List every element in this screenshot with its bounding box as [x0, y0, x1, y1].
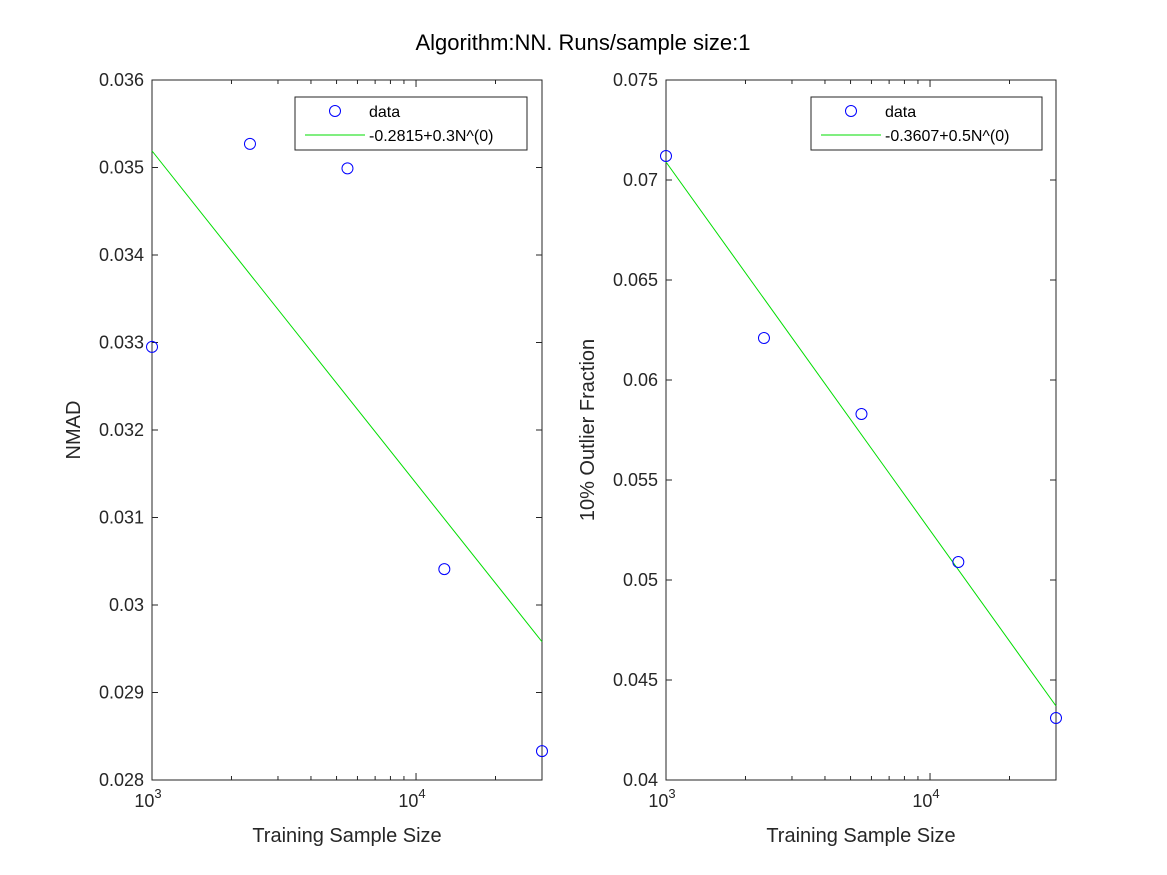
y-tick-label: 0.029: [99, 683, 144, 703]
legend-marker-data: [329, 105, 341, 117]
fit-line: [665, 161, 1057, 707]
figure-title: Algorithm:NN. Runs/sample size:1: [415, 30, 750, 55]
legend-marker-data: [845, 105, 857, 117]
axes-frame: [151, 79, 543, 781]
x-tick-label: 103: [134, 786, 161, 811]
y-tick-label: 0.036: [99, 70, 144, 90]
y-tick-label: 0.075: [613, 70, 658, 90]
outlier-fraction-axes: 0.04 0.045 0.05 0.055 0.06 0.065 0.07 0.075 103 1…: [577, 70, 1062, 847]
legend-label-fit: -0.3607+0.5N^(0): [885, 128, 1009, 145]
x-axis-label: Training Sample Size: [766, 825, 955, 847]
y-tick-label: 0.04: [623, 770, 658, 790]
data-point: [146, 340, 158, 353]
y-tick-label: 0.034: [99, 245, 144, 265]
y-axis-label: NMAD: [63, 401, 85, 460]
data-point: [243, 137, 256, 150]
y-tick-label: 0.05: [623, 570, 658, 590]
y-tick-label: 0.065: [613, 270, 658, 290]
legend-label-data: data: [369, 104, 400, 121]
y-tick-label: 0.032: [99, 420, 144, 440]
data-point: [438, 563, 451, 576]
y-tick-label: 0.033: [99, 333, 144, 353]
data-point: [536, 745, 548, 758]
y-axis-label: 10% Outlier Fraction: [577, 339, 599, 521]
y-tick-label: 0.03: [109, 595, 144, 615]
x-tick-label: 103: [648, 786, 675, 811]
x-tick-label: 104: [398, 786, 425, 811]
y-tick-label: 0.045: [613, 670, 658, 690]
fit-line: [151, 150, 543, 643]
y-tick-label: 0.055: [613, 470, 658, 490]
x-axis-label: Training Sample Size: [252, 825, 441, 847]
y-tick-label: 0.028: [99, 770, 144, 790]
data-point: [341, 162, 354, 175]
y-tick-label: 0.031: [99, 508, 144, 528]
data-point: [660, 150, 672, 162]
axes-frame: [665, 79, 1057, 781]
data-point: [952, 556, 965, 568]
data-point: [1050, 712, 1062, 724]
legend-label-fit: -0.2815+0.3N^(0): [369, 128, 493, 145]
y-tick-label: 0.035: [99, 158, 144, 178]
y-tick-label: 0.07: [623, 170, 658, 190]
nmad-axes: 0.028 0.029 0.03 0.031 0.032 0.033 0.034 0.035 0…: [63, 70, 548, 847]
legend-label-data: data: [885, 104, 916, 121]
x-tick-label: 104: [912, 786, 939, 811]
data-point: [757, 332, 770, 344]
data-point: [855, 408, 868, 420]
y-tick-label: 0.06: [623, 370, 658, 390]
